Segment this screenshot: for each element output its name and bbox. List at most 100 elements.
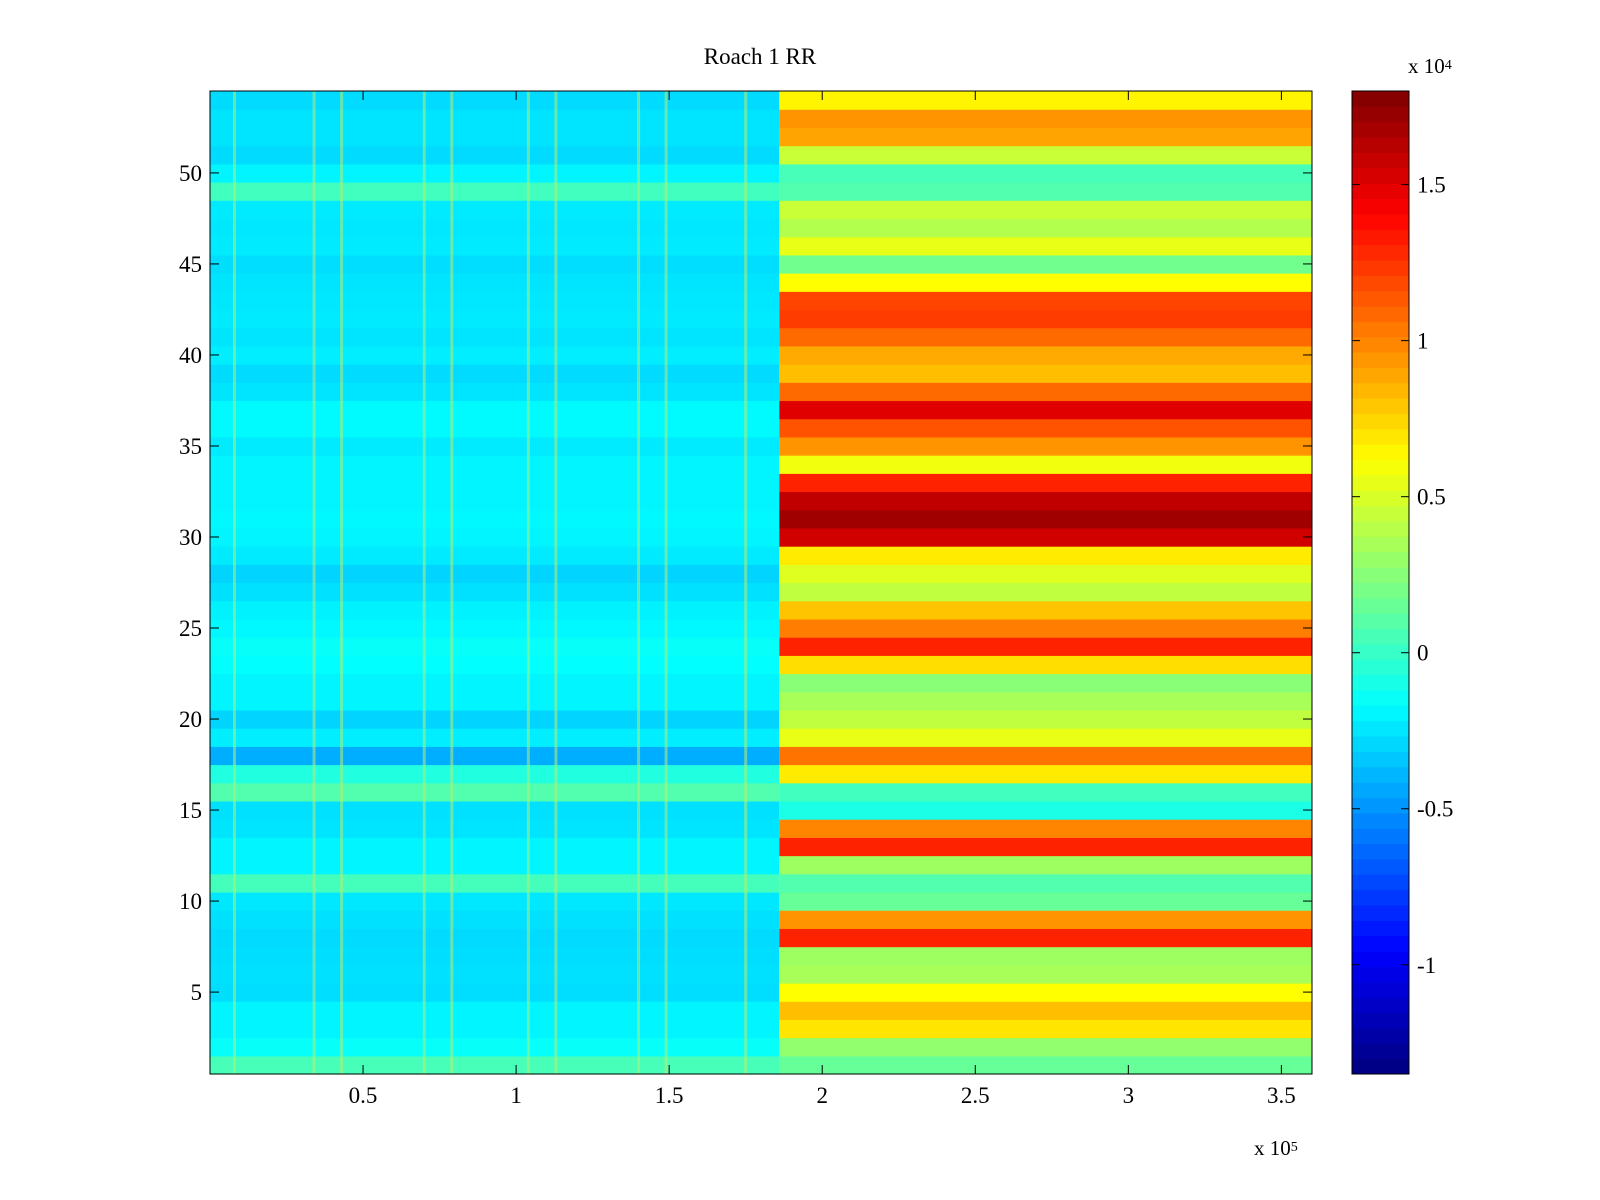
colorbar-step-43 — [1352, 398, 1409, 415]
bright-column-3 — [340, 91, 344, 1074]
heatmap-cell-after-row-31 — [779, 509, 1312, 529]
colorbar-step-53 — [1352, 244, 1409, 261]
heatmap-cell-before-row-50 — [210, 163, 780, 183]
x-axis-exponent: x 105 — [1254, 1136, 1298, 1161]
heatmap-cell-before-row-8 — [210, 928, 780, 948]
colorbar-step-51 — [1352, 275, 1409, 292]
colorbar-step-28 — [1352, 628, 1409, 645]
colorbar-step-16 — [1352, 812, 1409, 829]
heatmap-cell-after-row-8 — [779, 928, 1312, 948]
x-exponent-base: x 10 — [1254, 1136, 1291, 1160]
colorbar-step-36 — [1352, 505, 1409, 522]
colorbar-step-39 — [1352, 459, 1409, 476]
colorbar-gradient — [1352, 91, 1409, 1075]
heatmap-cell-before-row-13 — [210, 837, 780, 857]
heatmap-cell-before-row-1 — [210, 1055, 780, 1075]
colorbar-step-40 — [1352, 444, 1409, 461]
colorbar-ticks: -1 -0.5 0 0.5 1 1.5 — [1352, 173, 1453, 978]
heatmap-cell-before-row-42 — [210, 309, 780, 329]
heatmap-cell-before-row-20 — [210, 709, 780, 729]
colorbar-step-30 — [1352, 597, 1409, 614]
heatmap-cell-before-row-23 — [210, 655, 780, 675]
heatmap-cell-after-row-54 — [779, 91, 1312, 110]
heatmap-cell-after-row-50 — [779, 163, 1312, 183]
colorbar-step-1 — [1352, 1043, 1409, 1060]
heatmap-cell-before-row-31 — [210, 509, 780, 529]
x-tick-label-3: 2 — [816, 1083, 828, 1108]
heatmap-cell-after-row-21 — [779, 691, 1312, 711]
heatmap-cell-before-row-25 — [210, 618, 780, 638]
y-tick-label-3: 20 — [179, 707, 202, 732]
x-tick-label-1: 1 — [510, 1083, 522, 1108]
y-tick-label-2: 15 — [179, 798, 202, 823]
colorbar-step-59 — [1352, 152, 1409, 169]
colorbar-step-34 — [1352, 536, 1409, 553]
colorbar-step-4 — [1352, 997, 1409, 1014]
colorbar-step-31 — [1352, 582, 1409, 599]
x-axis-ticks: 0.5 1 1.5 2 2.5 3 3.5 — [349, 91, 1296, 1108]
heatmap-cell-before-row-43 — [210, 291, 780, 311]
colorbar-step-47 — [1352, 336, 1409, 353]
heatmap-cell-before-row-49 — [210, 182, 780, 201]
heatmap-cell-after-row-14 — [779, 819, 1312, 838]
heatmap-cell-before-row-27 — [210, 582, 780, 602]
bright-column-6 — [526, 91, 530, 1074]
y-axis-ticks: 5 10 15 20 25 30 35 40 45 50 — [179, 161, 1312, 1005]
colorbar-step-62 — [1352, 106, 1409, 123]
colorbar-step-19 — [1352, 766, 1409, 783]
heatmap-cell-before-row-18 — [210, 746, 780, 766]
colorbar-step-11 — [1352, 889, 1409, 906]
heatmap-cell-before-row-11 — [210, 873, 780, 893]
colorbar-step-44 — [1352, 382, 1409, 399]
heatmap-cell-before-row-30 — [210, 527, 780, 547]
heatmap-cell-before-row-22 — [210, 673, 780, 693]
colorbar-step-35 — [1352, 521, 1409, 537]
heatmap-cell-after-row-20 — [779, 709, 1312, 729]
bright-column-9 — [664, 91, 668, 1074]
x-tick-label-6: 3.5 — [1267, 1083, 1296, 1108]
y-tick-label-0: 5 — [191, 980, 203, 1005]
heatmap-cell-after-row-22 — [779, 673, 1312, 693]
colorbar-step-45 — [1352, 367, 1409, 384]
heatmap-cell-before-row-5 — [210, 982, 780, 1002]
heatmap-cell-after-row-10 — [779, 891, 1312, 911]
heatmap-cell-after-row-40 — [779, 345, 1312, 365]
colorbar-step-0 — [1352, 1058, 1409, 1075]
heatmap-cell-after-row-49 — [779, 182, 1312, 201]
heatmap-cell-after-row-7 — [779, 946, 1312, 966]
colorbar-step-14 — [1352, 843, 1409, 860]
heatmap-cell-after-row-11 — [779, 873, 1312, 893]
y-tick-label-5: 30 — [179, 525, 202, 550]
heatmap-cell-after-row-6 — [779, 964, 1312, 984]
heatmap-cell-before-row-35 — [210, 436, 780, 456]
heatmap-cell-before-row-40 — [210, 345, 780, 365]
heatmap-cell-after-row-5 — [779, 982, 1312, 1002]
y-tick-label-9: 50 — [179, 161, 202, 186]
heatmap-cell-after-row-32 — [779, 491, 1312, 511]
plot-frame — [209, 90, 1313, 1075]
x-tick-label-0: 0.5 — [349, 1083, 378, 1108]
bright-column-1 — [232, 91, 236, 1074]
colorbar-step-60 — [1352, 137, 1409, 153]
heatmap-cell-after-row-2 — [779, 1037, 1312, 1057]
heatmap-cell-before-row-46 — [210, 236, 780, 256]
heatmap-cell-after-row-25 — [779, 618, 1312, 638]
heatmap-cell-before-row-52 — [210, 127, 780, 147]
colorbar-step-25 — [1352, 674, 1409, 691]
heatmap-cell-after-row-37 — [779, 400, 1312, 420]
heatmap-cell-after-row-43 — [779, 291, 1312, 311]
heatmap-cell-before-row-36 — [210, 418, 780, 438]
heatmap-cell-after-row-51 — [779, 145, 1312, 165]
bright-column-5 — [450, 91, 454, 1074]
heatmap-cell-before-row-45 — [210, 254, 780, 274]
colorbar-step-55 — [1352, 213, 1409, 230]
heatmap-cell-before-row-33 — [210, 473, 780, 493]
heatmap-cell-after-row-36 — [779, 418, 1312, 438]
heatmap-cell-after-row-39 — [779, 364, 1312, 383]
colorbar-step-42 — [1352, 413, 1409, 430]
heatmap-cells — [210, 91, 1312, 1075]
heatmap-cell-before-row-37 — [210, 400, 780, 420]
x-tick-label-2: 1.5 — [655, 1083, 684, 1108]
heatmap-cell-after-row-1 — [779, 1055, 1312, 1075]
